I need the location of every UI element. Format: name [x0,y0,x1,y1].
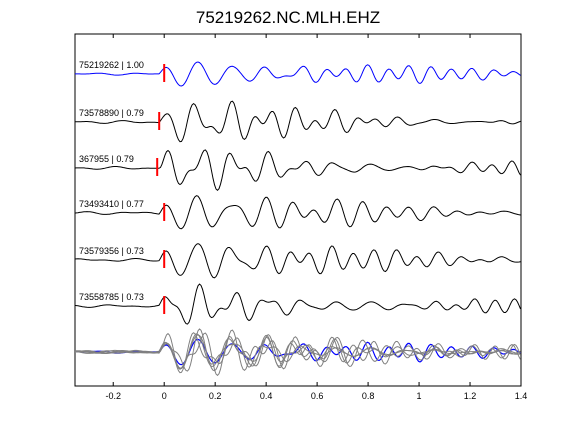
trace-73493410 [74,195,521,230]
trace-75219262 [75,61,521,87]
x-tick-label: 0 [162,391,167,401]
overlay-trace [74,328,521,372]
trace-367955 [74,149,521,191]
page-title: 75219262.NC.MLH.EHZ [195,8,381,27]
trace-label-73493410: 73493410 | 0.77 [79,199,144,209]
trace-73579356 [74,243,521,279]
x-tick-label: 1.2 [464,391,477,401]
x-tick-label: 1 [417,391,422,401]
trace-73558785 [74,283,521,325]
x-tick-label: 1.4 [515,391,528,401]
plot-frame [74,33,522,387]
x-tick-label: 0.8 [362,391,375,401]
trace-73578890 [75,100,521,143]
trace-label-367955: 367955 | 0.79 [79,154,134,164]
trace-label-73579356: 73579356 | 0.73 [79,246,144,256]
x-tick-label: 0.6 [311,391,324,401]
x-tick-label: -0.2 [105,391,121,401]
x-tick-label: 0.4 [260,391,273,401]
trace-label-75219262: 75219262 | 1.00 [79,60,144,70]
trace-label-73558785: 73558785 | 0.73 [79,292,144,302]
trace-label-73578890: 73578890 | 0.79 [79,108,144,118]
x-tick-label: 0.2 [209,391,222,401]
